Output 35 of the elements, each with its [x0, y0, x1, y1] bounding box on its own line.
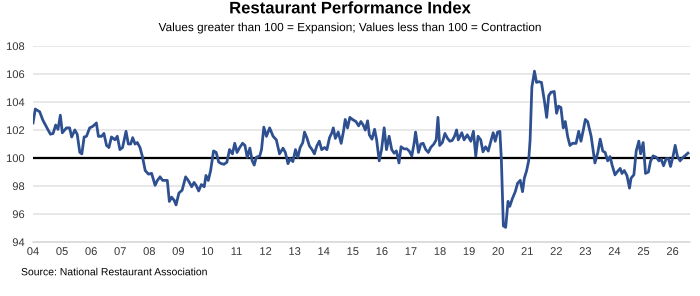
x-tick-label: 14 [318, 247, 330, 255]
x-tick-label: 24 [608, 247, 620, 255]
chart-subtitle: Values greater than 100 = Expansion; Values less than 100 = Contraction [158, 22, 541, 34]
y-tick-label: 108 [6, 42, 24, 50]
source-note: Source: National Restaurant Association [21, 268, 207, 276]
x-tick-label: 17 [406, 247, 417, 255]
x-tick-label: 05 [56, 247, 68, 256]
x-tick-label: 23 [580, 247, 592, 256]
x-tick-label: 08 [144, 247, 155, 256]
x-tick-label: 10 [202, 247, 214, 256]
y-tick-label: 96 [12, 210, 24, 218]
y-tick-label: 106 [6, 70, 24, 78]
x-tick-label: 04 [27, 247, 39, 256]
y-tick-label: 104 [6, 98, 24, 106]
y-tick-label: 100 [6, 154, 24, 162]
x-tick-label: 22 [550, 247, 562, 255]
x-tick-label: 16 [376, 247, 388, 256]
x-tick-label: 11 [232, 247, 242, 255]
line-series [33, 70, 690, 229]
y-tick-label: 94 [12, 238, 24, 246]
y-tick-label: 102 [6, 126, 24, 134]
x-tick-label: 25 [638, 247, 650, 256]
x-tick-label: 06 [85, 247, 97, 256]
x-tick-label: 20 [492, 247, 504, 256]
chart-title: Restaurant Performance Index [230, 1, 471, 14]
x-tick-label: 12 [260, 247, 272, 255]
x-tick-label: 15 [347, 247, 358, 256]
x-tick-label: 18 [434, 247, 446, 256]
x-tick-label: 19 [464, 247, 475, 256]
y-tick-label: 98 [12, 182, 24, 190]
x-tick-label: 26 [666, 247, 678, 256]
x-tick-label: 09 [172, 247, 184, 256]
x-tick-label: 21 [522, 247, 533, 255]
x-tick-label: 13 [289, 247, 300, 256]
x-tick-label: 07 [114, 247, 126, 256]
